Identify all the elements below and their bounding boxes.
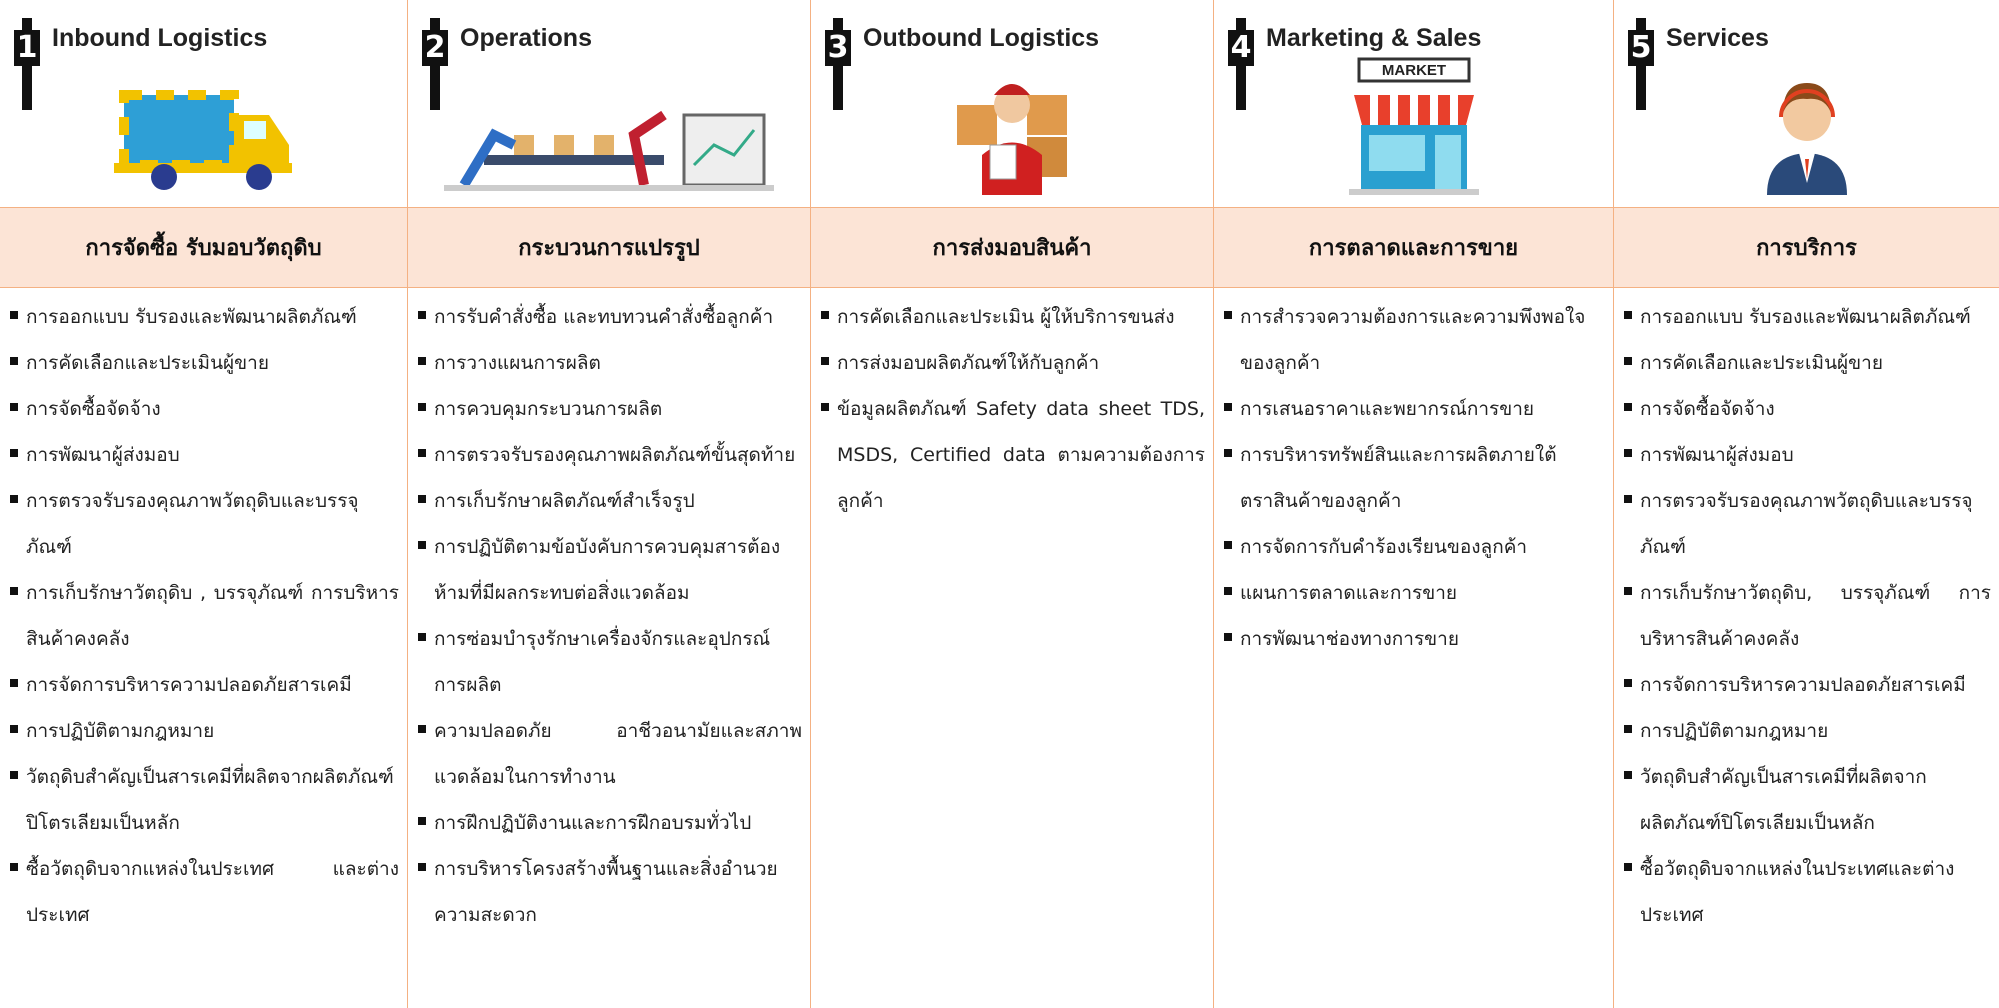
list-item: การคัดเลือกและประเมิน ผู้ให้บริการขนส่ง [821,294,1205,340]
list-item: การเก็บรักษาวัตถุดิบ , บรรจุภัณฑ์ การบริ… [10,570,399,662]
list-item: การฝึกปฏิบัติงานและการฝึกอบรมทั่วไป [418,800,802,846]
illustration [1757,75,1857,199]
list-item: การจัดการกับคำร้องเรียนของลูกค้า [1224,524,1605,570]
item-list: การออกแบบ รับรองและพัฒนาผลิตภัณฑ์ การคัดเ… [0,288,407,1008]
thai-heading: การจัดซื้อ รับมอบวัตถุดิบ [0,208,407,288]
step-badge: 2 [422,18,448,110]
thai-heading: การตลาดและการขาย [1214,208,1613,288]
column-header-image: 2 Operations [408,0,810,208]
list-item: การออกแบบ รับรองและพัฒนาผลิตภัณฑ์ [10,294,399,340]
column: 2 Operations กระบวนการแปรรูปการรับคำสั่งซื… [408,0,811,1008]
list-item: การตรวจรับรองคุณภาพวัตถุดิบและบรรจุภัณฑ์ [1624,478,1991,570]
list-item: การตรวจรับรองคุณภาพผลิตภัณฑ์ขั้นสุดท้าย [418,432,802,478]
list-item: การเก็บรักษาผลิตภัณฑ์สำเร็จรูป [418,478,802,524]
list-item: การพัฒนาช่องทางการขาย [1224,616,1605,662]
list-item: การพัฒนาผู้ส่งมอบ [1624,432,1991,478]
list-item: ซื้อวัตถุดิบจากแหล่งในประเทศและต่างประเท… [1624,846,1991,938]
list-item: การปฏิบัติตามข้อบังคับการควบคุมสารต้องห้… [418,524,802,616]
column: 3 Outbound Logistics การส่งมอบสินค้า การคัด… [811,0,1214,1008]
list-item: การพัฒนาผู้ส่งมอบ [10,432,399,478]
list-item: การส่งมอบผลิตภัณฑ์ให้กับลูกค้า [821,340,1205,386]
column-title: Operations [460,24,592,52]
list-item: ซื้อวัตถุดิบจากแหล่งในประเทศ และต่างประเ… [10,846,399,938]
column-header-image: 4 Marketing & Sales MARKET [1214,0,1613,208]
list-item: การซ่อมบำรุงรักษาเครื่องจักรและอุปกรณ์กา… [418,616,802,708]
column-title: Outbound Logistics [863,24,1100,52]
list-item: การจัดซื้อจัดจ้าง [1624,386,1991,432]
step-badge: 5 [1628,18,1654,110]
column-title: Marketing & Sales [1266,24,1482,52]
column: 1 Inbound Logistics การจัดซื้อ รับมอบวัตถุ… [0,0,408,1008]
list-item: การจัดการบริหารความปลอดภัยสารเคมี [10,662,399,708]
column: 5 Services การบริการ การออกแบบ รับรองและพัฒ… [1614,0,1999,1008]
step-number: 4 [1228,30,1254,66]
list-item: การจัดซื้อจัดจ้าง [10,386,399,432]
list-item: การเสนอราคาและพยากรณ์การขาย [1224,386,1605,432]
step-badge: 1 [14,18,40,110]
list-item: การออกแบบ รับรองและพัฒนาผลิตภัณฑ์ [1624,294,1991,340]
item-list: การสำรวจความต้องการและความพึงพอใจของลูกค… [1214,288,1613,1008]
list-item: วัตถุดิบสำคัญเป็นสารเคมีที่ผลิตจากผลิตภั… [1624,754,1991,846]
column-title: Inbound Logistics [52,24,268,52]
column-header-image: 1 Inbound Logistics [0,0,407,208]
thai-heading: กระบวนการแปรรูป [408,208,810,288]
thai-heading: การส่งมอบสินค้า [811,208,1213,288]
list-item: การบริหารโครงสร้างพื้นฐานและสิ่งอำนวยควา… [418,846,802,938]
list-item: การตรวจรับรองคุณภาพวัตถุดิบและบรรจุภัณฑ์ [10,478,399,570]
step-number: 1 [14,30,40,66]
list-item: การคัดเลือกและประเมินผู้ขาย [10,340,399,386]
item-list: การรับคำสั่งซื้อ และทบทวนคำสั่งซื้อลูกค้… [408,288,810,1008]
list-item: แผนการตลาดและการขาย [1224,570,1605,616]
illustration [952,65,1072,199]
item-list: การออกแบบ รับรองและพัฒนาผลิตภัณฑ์ การคัดเ… [1614,288,1999,1008]
list-item: ข้อมูลผลิตภัณฑ์ Safety data sheet TDS, M… [821,386,1205,524]
list-item: วัตถุดิบสำคัญเป็นสารเคมีที่ผลิตจากผลิตภั… [10,754,399,846]
list-item: การสำรวจความต้องการและความพึงพอใจของลูกค… [1224,294,1605,386]
column: 4 Marketing & Sales MARKET การตลาดและการขาย… [1214,0,1614,1008]
thai-heading: การบริการ [1614,208,1999,288]
list-item: การรับคำสั่งซื้อ และทบทวนคำสั่งซื้อลูกค้… [418,294,802,340]
list-item: การปฏิบัติตามกฎหมาย [10,708,399,754]
illustration [444,75,774,199]
column-title: Services [1666,24,1769,52]
item-list: การคัดเลือกและประเมิน ผู้ให้บริการขนส่งก… [811,288,1213,1008]
market-sign: MARKET [1381,62,1445,79]
step-number: 2 [422,30,448,66]
list-item: การวางแผนการผลิต [418,340,802,386]
list-item: การจัดการบริหารความปลอดภัยสารเคมี [1624,662,1991,708]
column-header-image: 5 Services [1614,0,1999,208]
list-item: ความปลอดภัย อาชีวอนามัยและสภาพแวดล้อมในก… [418,708,802,800]
list-item: การควบคุมกระบวนการผลิต [418,386,802,432]
list-item: การคัดเลือกและประเมินผู้ขาย [1624,340,1991,386]
list-item: การบริหารทรัพย์สินและการผลิตภายใต้ตราสิน… [1224,432,1605,524]
step-badge: 3 [825,18,851,110]
list-item: การเก็บรักษาวัตถุดิบ, บรรจุภัณฑ์ การบริห… [1624,570,1991,662]
step-number: 3 [825,30,851,66]
column-header-image: 3 Outbound Logistics [811,0,1213,208]
step-number: 5 [1628,30,1654,66]
list-item: การปฏิบัติตามกฎหมาย [1624,708,1991,754]
illustration [113,85,294,199]
step-badge: 4 [1228,18,1254,110]
illustration: MARKET [1348,55,1479,199]
